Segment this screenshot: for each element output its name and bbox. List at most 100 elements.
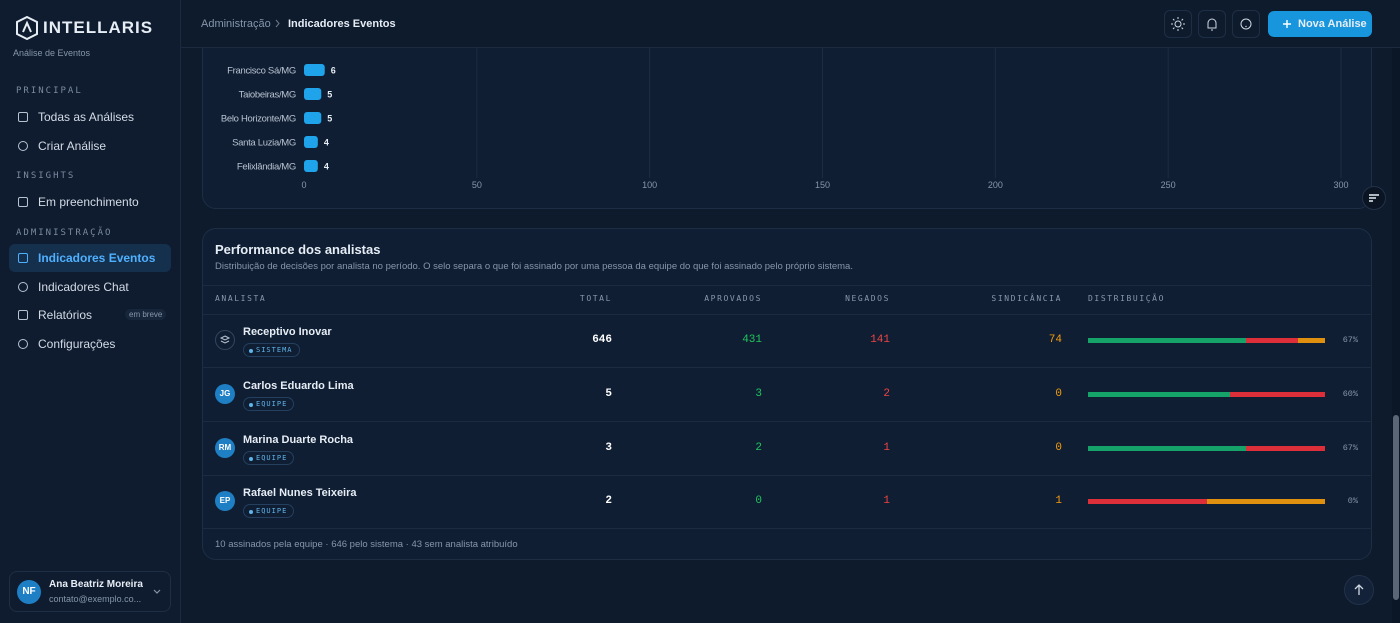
bar xyxy=(304,64,325,76)
distribution-segment xyxy=(1088,392,1231,397)
distribution-segment xyxy=(1297,338,1325,343)
cell-denied: 1 xyxy=(883,495,890,507)
breadcrumb-parent[interactable]: Administração xyxy=(201,18,271,30)
user-avatar: NF xyxy=(17,580,41,604)
nav-item[interactable]: Relatórios em breve xyxy=(9,301,171,329)
cell-approved: 3 xyxy=(755,388,762,400)
cell-approved: 2 xyxy=(755,442,762,454)
brand-subtitle: Análise de Eventos xyxy=(13,48,91,58)
column-header: ANALISTA xyxy=(215,294,267,303)
logo-icon xyxy=(16,16,38,40)
bar xyxy=(304,88,322,100)
y-tick-label: Felixlândia/MG xyxy=(237,162,296,173)
analyst-name: Marina Duarte Rocha xyxy=(243,434,354,446)
cell-inquiry: 1 xyxy=(1055,495,1062,507)
distribution-segment xyxy=(1230,392,1325,397)
avatar: RM xyxy=(215,438,235,458)
x-tick-label: 0 xyxy=(301,180,306,190)
section-title: ADMINISTRAÇÃO xyxy=(16,228,113,238)
scroll-top-button[interactable] xyxy=(1344,575,1374,605)
separator xyxy=(202,367,1372,368)
x-tick-label: 50 xyxy=(472,180,482,190)
nav-icon xyxy=(18,253,28,263)
nav-icon xyxy=(18,282,28,292)
user-card[interactable]: NF Ana Beatriz Moreira contato@exemplo.c… xyxy=(9,571,171,612)
scrollbar-thumb[interactable] xyxy=(1393,415,1399,600)
user-email: contato@exemplo.co... xyxy=(49,594,142,604)
column-header: DISTRIBUIÇÃO xyxy=(1088,294,1165,303)
help-button[interactable] xyxy=(1232,10,1260,38)
header: Administração Indicadores Eventos Nova A… xyxy=(181,0,1400,48)
bar xyxy=(304,112,322,124)
brand: INTELLARIS xyxy=(43,18,154,37)
table-footer: 10 assinados pela equipe · 646 pelo sist… xyxy=(215,539,518,550)
separator xyxy=(202,285,1372,286)
cell-inquiry: 74 xyxy=(1048,334,1062,346)
approval-share: 0% xyxy=(1347,496,1358,506)
x-tick-label: 150 xyxy=(815,180,830,190)
nav-item[interactable]: Em preenchimento xyxy=(9,188,171,216)
nav-icon xyxy=(18,310,28,320)
nav-label: Indicadores Chat xyxy=(38,280,129,294)
distribution-segment xyxy=(1088,499,1207,504)
approval-share: 67% xyxy=(1342,443,1358,453)
nav-label: Indicadores Eventos xyxy=(38,251,156,265)
cell-approved: 431 xyxy=(742,334,762,346)
soon-badge: em breve xyxy=(125,309,167,320)
filter-button[interactable] xyxy=(1362,186,1386,210)
y-tick-label: Francisco Sá/MG xyxy=(227,66,296,77)
nav-item[interactable]: Indicadores Chat xyxy=(9,273,171,301)
section-title: INSIGHTS xyxy=(16,171,76,181)
nav-icon xyxy=(18,197,28,207)
bar xyxy=(304,136,318,148)
value-label: 4 xyxy=(324,138,329,148)
nav-item[interactable]: Todas as Análises xyxy=(9,103,171,131)
analyst-name: Rafael Nunes Teixeira xyxy=(243,487,357,499)
avatar: EP xyxy=(215,491,235,511)
approval-share: 60% xyxy=(1342,389,1358,399)
x-tick-label: 250 xyxy=(1161,180,1176,190)
column-header: TOTAL xyxy=(579,294,612,303)
nav-label: Em preenchimento xyxy=(38,195,139,209)
cell-denied: 2 xyxy=(883,388,890,400)
cell-inquiry: 0 xyxy=(1055,442,1062,454)
value-label: 4 xyxy=(324,162,329,172)
notifications-button[interactable] xyxy=(1198,10,1226,38)
x-tick-label: 300 xyxy=(1333,180,1348,190)
nav-item[interactable]: Configurações xyxy=(9,330,171,358)
column-header: NEGADOS xyxy=(845,294,890,303)
analyst-tag: EQUIPE xyxy=(243,504,295,518)
cell-denied: 1 xyxy=(883,442,890,454)
value-label: 5 xyxy=(327,114,332,124)
analyst-tag: SISTEMA xyxy=(243,343,300,357)
y-tick-label: Santa Luzia/MG xyxy=(232,138,296,149)
scrollbar xyxy=(1392,0,1400,623)
cell-total: 646 xyxy=(592,334,612,346)
cell-approved: 0 xyxy=(755,495,762,507)
distribution-segment xyxy=(1088,338,1247,343)
theme-button[interactable] xyxy=(1164,10,1192,38)
cell-total: 3 xyxy=(605,442,612,454)
cell-denied: 141 xyxy=(870,334,890,346)
distribution-segment xyxy=(1206,499,1325,504)
x-tick-label: 200 xyxy=(988,180,1003,190)
table-title: Performance dos analistas xyxy=(215,242,381,257)
nav-icon xyxy=(18,339,28,349)
analyst-tag: EQUIPE xyxy=(243,451,295,465)
nav-label: Todas as Análises xyxy=(38,110,135,124)
value-label: 5 xyxy=(327,90,332,100)
nav-icon xyxy=(18,141,28,151)
button-label: Nova Análise xyxy=(1298,18,1367,30)
nav-label: Criar Análise xyxy=(38,139,107,153)
analyst-name: Receptivo Inovar xyxy=(243,326,332,338)
new-analysis-button[interactable]: Nova Análise xyxy=(1268,11,1372,37)
y-tick-label: Belo Horizonte/MG xyxy=(221,114,296,125)
y-tick-label: Taiobeiras/MG xyxy=(239,90,296,101)
nav-item[interactable]: Criar Análise xyxy=(9,132,171,160)
section-title: PRINCIPAL xyxy=(16,86,83,96)
table-subtitle: Distribuição de decisões por analista no… xyxy=(215,261,853,272)
approval-share: 67% xyxy=(1342,335,1358,345)
separator xyxy=(202,314,1372,315)
nav-item[interactable]: Indicadores Eventos xyxy=(9,244,171,272)
